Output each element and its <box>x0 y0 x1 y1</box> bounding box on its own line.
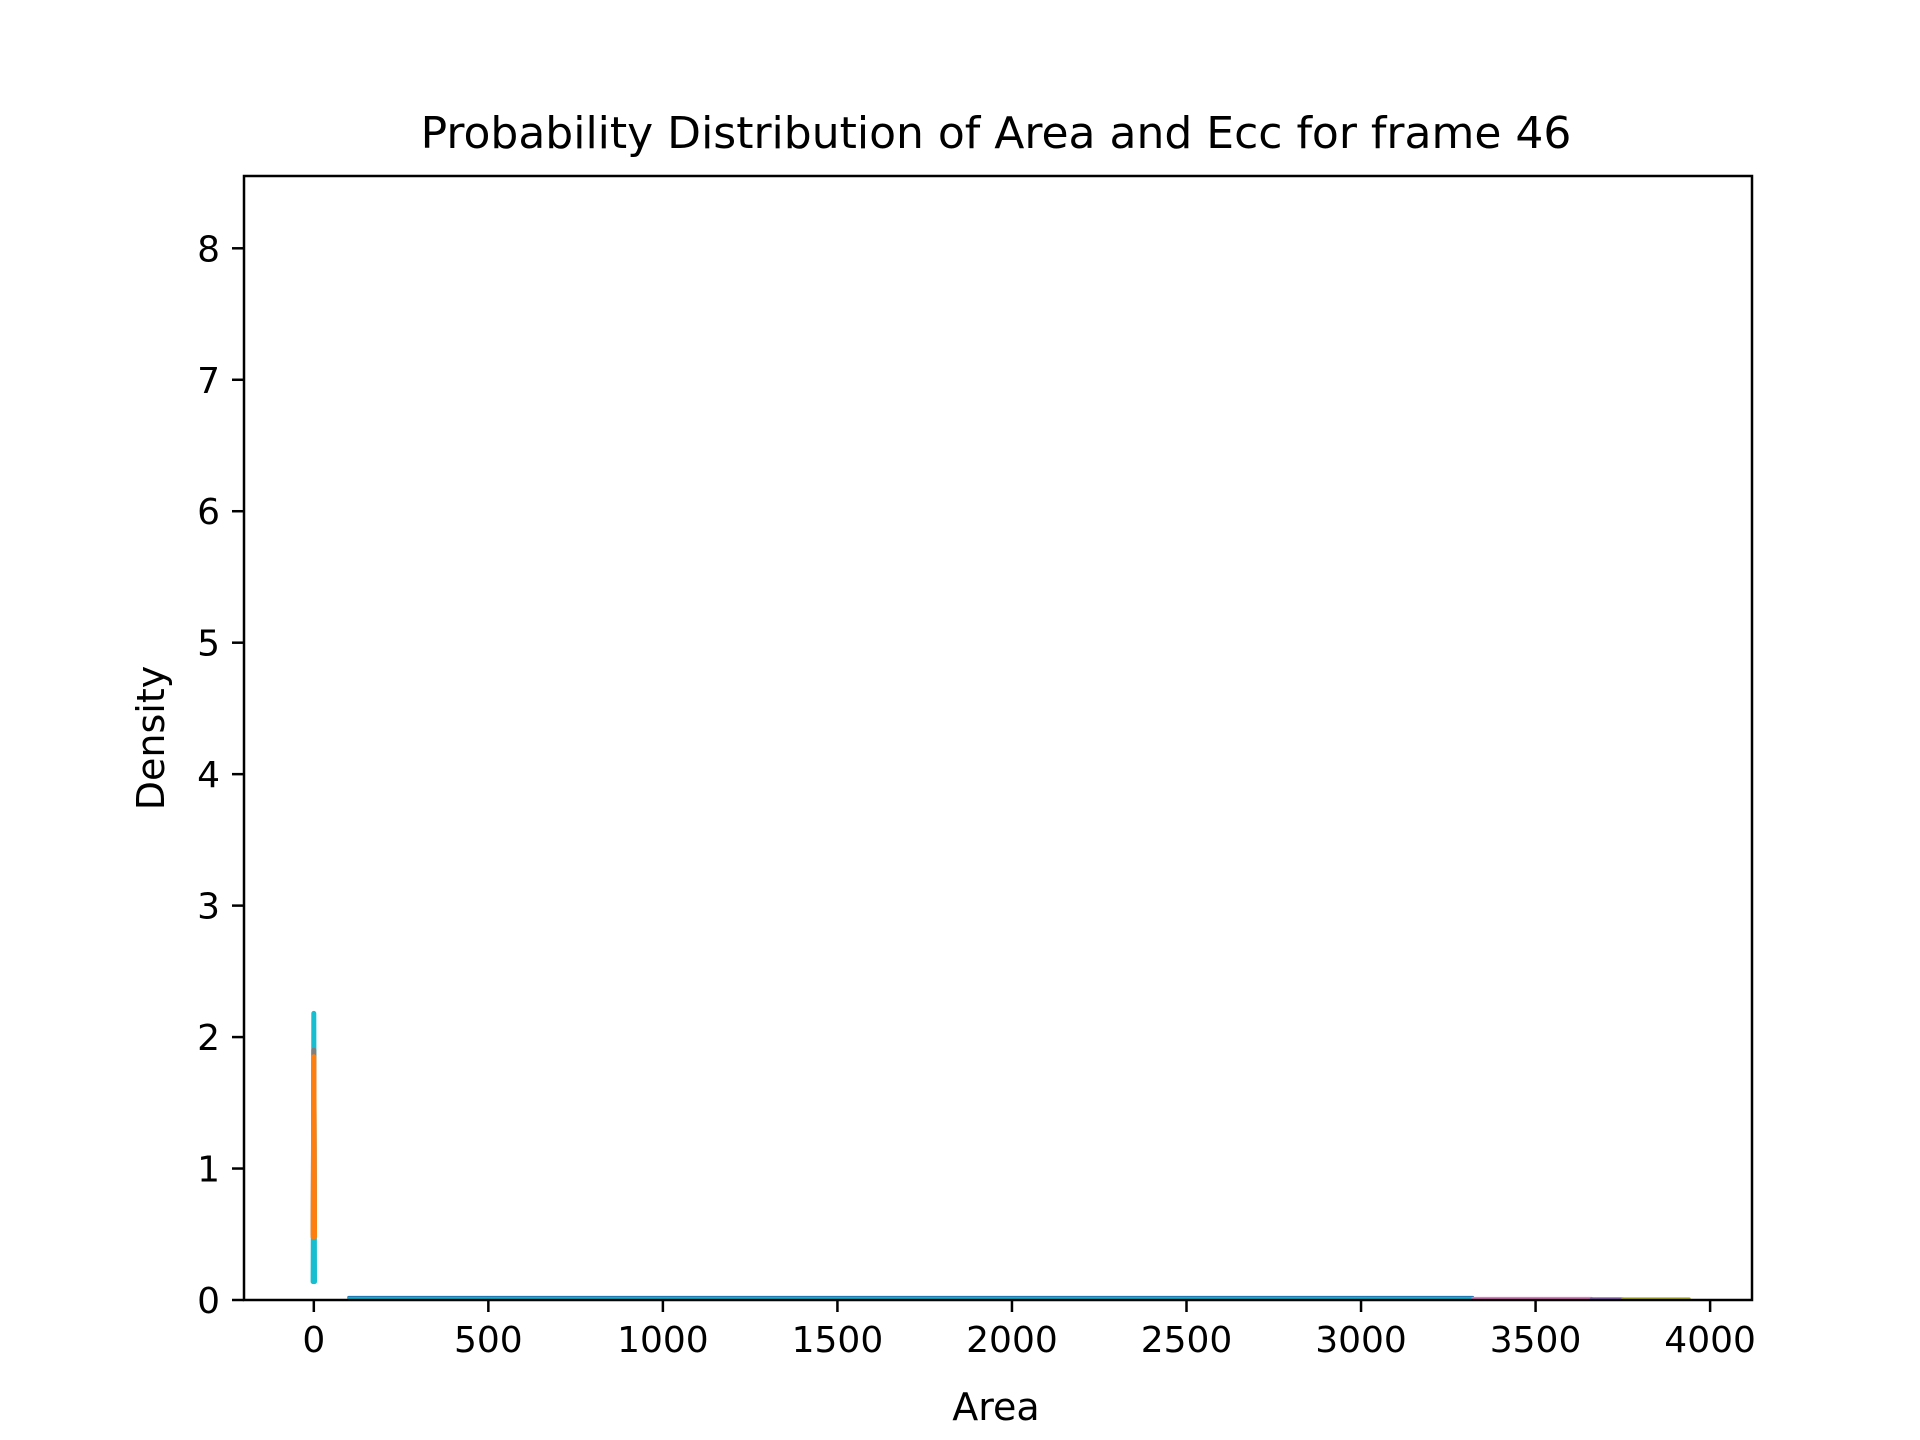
y-tick-label: 1 <box>197 1150 220 1191</box>
series-line-2 <box>310 1054 317 1240</box>
plot-area <box>310 1010 1691 1301</box>
y-tick-label: 8 <box>197 229 220 270</box>
y-tick-label: 5 <box>197 624 220 665</box>
y-tick-label: 3 <box>197 887 220 928</box>
y-axis-label: Density <box>129 666 173 810</box>
y-tick-label: 4 <box>197 755 220 796</box>
y-tick-label: 0 <box>197 1281 220 1322</box>
chart-title: Probability Distribution of Area and Ecc… <box>421 108 1572 159</box>
x-axis-label: Area <box>952 1385 1039 1429</box>
x-tick-label: 1500 <box>792 1320 884 1361</box>
x-tick-label: 3500 <box>1490 1320 1582 1361</box>
plot-frame <box>242 174 1754 1302</box>
x-axis: 0 500 1000 1500 2000 2500 3000 3500 4000 <box>302 1300 1756 1361</box>
x-tick-label: 0 <box>302 1320 325 1361</box>
y-tick-label: 6 <box>197 492 220 533</box>
y-tick-label: 2 <box>197 1018 220 1059</box>
x-tick-label: 2000 <box>966 1320 1058 1361</box>
x-tick-label: 3000 <box>1315 1320 1407 1361</box>
x-tick-label: 1000 <box>617 1320 709 1361</box>
x-tick-label: 4000 <box>1664 1320 1756 1361</box>
x-tick-label: 500 <box>454 1320 523 1361</box>
y-tick-label: 7 <box>197 361 220 402</box>
x-tick-label: 2500 <box>1141 1320 1233 1361</box>
y-axis: 0 1 2 3 4 5 6 7 8 <box>197 229 244 1322</box>
